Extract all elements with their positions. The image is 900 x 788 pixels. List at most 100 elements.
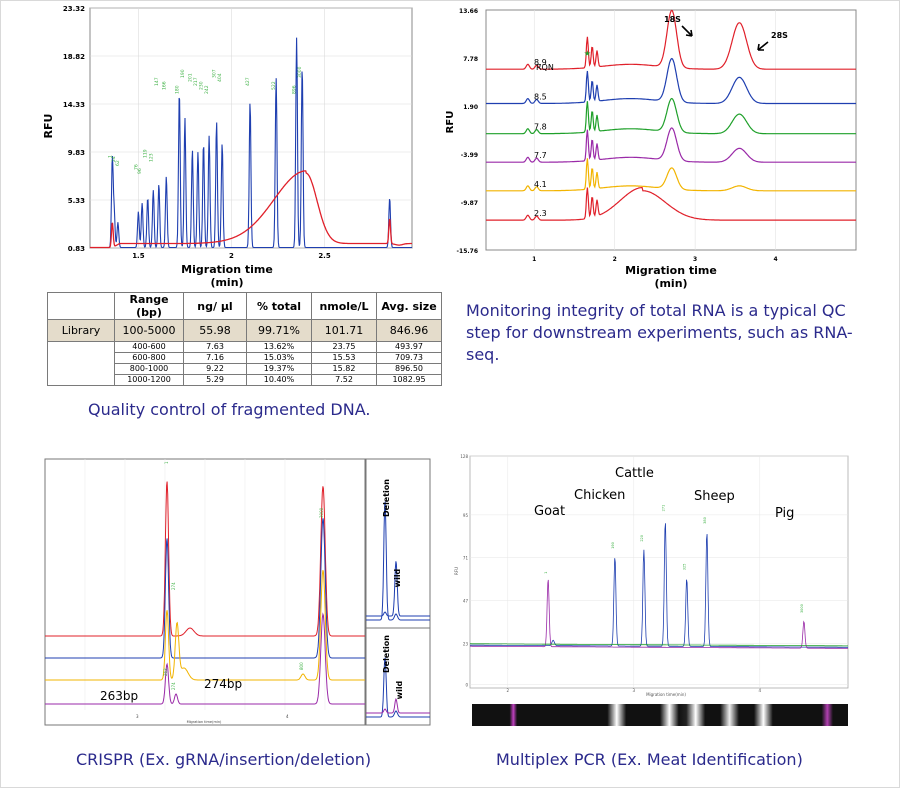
table-row: 1000-1200 5.29 10.40% 7.52 1082.95: [48, 374, 442, 386]
table-row: Library 100-5000 55.98 99.71% 101.71 846…: [47, 319, 442, 342]
annotation-cattle: Cattle: [615, 466, 654, 481]
y-tick-label: -3.99: [461, 152, 478, 159]
table-cell: 101.71: [311, 319, 377, 342]
inset-label-deletion: Deletion: [382, 635, 391, 673]
series-line: [486, 158, 856, 192]
peak-label: 896: [292, 85, 298, 94]
table-cell: 9.22: [183, 363, 247, 375]
peak-label: 274: [171, 582, 176, 590]
arrow-28s-icon: [757, 41, 769, 51]
peak-label: 325: [683, 564, 687, 571]
peak-label: 800: [299, 662, 304, 670]
table-cell: 10.40%: [246, 374, 312, 386]
peak-label: 180: [174, 85, 180, 94]
table-cell: 600-800: [114, 352, 184, 364]
annotation-chicken: Chicken: [574, 488, 625, 503]
x-axis-label-line1: Migration time: [181, 263, 273, 276]
rqn-header: RQN: [536, 63, 554, 72]
dna-summary-table: Range (bp) ng/ µl % total nmole/L Avg. s…: [47, 292, 442, 386]
table-cell: 5.29: [183, 374, 247, 386]
x-tick-label: 2: [613, 256, 617, 263]
table-cell: 1082.95: [376, 374, 442, 386]
table-header-cell: % total: [246, 292, 312, 320]
y-tick-label: 14.33: [63, 101, 85, 109]
table-cell: Library: [47, 319, 115, 342]
peak-label: 274: [171, 682, 176, 690]
y-axis-label: RFU: [42, 114, 55, 139]
y-tick-label: 95: [463, 513, 469, 518]
x-axis-label-line2: (min): [654, 277, 687, 290]
gel-lane-image: [472, 704, 848, 726]
caption-multiplex: Multiplex PCR (Ex. Meat Identification): [496, 750, 803, 769]
table-cell: [47, 341, 115, 386]
x-axis-label-line1: Migration time: [625, 264, 717, 277]
peak-label: 1: [107, 155, 113, 158]
table-row: 800-1000 9.22 19.37% 15.82 896.50: [48, 363, 442, 375]
series-line: [486, 186, 856, 221]
plot-area: [485, 9, 857, 251]
peak-label: 24: [111, 156, 117, 162]
table-cell: 7.52: [311, 374, 377, 386]
y-tick-label: 128: [460, 454, 468, 459]
gel-lane: [472, 704, 848, 726]
y-tick-label: -15.76: [457, 248, 478, 255]
y-tick-label: 0.83: [68, 245, 85, 253]
table-row: 400-600 7.63 13.62% 23.75 493.97: [47, 341, 442, 386]
inset-series-line: [366, 501, 430, 621]
x-axis-label: Migration time(min): [646, 692, 686, 697]
marker-star-icon: ★: [584, 49, 591, 58]
table-header-cell: Range (bp): [114, 292, 184, 320]
series-line: [486, 97, 856, 135]
caption-dna: Quality control of fragmented DNA.: [88, 400, 371, 419]
rqn-label: 7.8: [534, 123, 547, 132]
peak-label: 119: [143, 149, 149, 158]
table-cell: 7.63: [183, 341, 247, 353]
caption-rna: Monitoring integrity of total RNA is a t…: [466, 301, 853, 364]
peak-label: 271: [661, 505, 665, 512]
y-tick-label: 0: [465, 682, 468, 687]
table-cell: 15.03%: [246, 352, 312, 364]
dna-electropherogram: 23.32 18.82 14.33 9.83 5.33 0.83 1.5 2 2.5 1246…: [42, 6, 413, 288]
table-cell: 1000-1200: [114, 374, 184, 386]
series-line: [470, 579, 848, 649]
y-tick-label: 5.33: [68, 197, 85, 205]
y-tick-label: 7.78: [463, 56, 478, 63]
y-tick-label: -9.87: [461, 200, 478, 207]
series-line: [45, 570, 365, 681]
plot-area: [469, 455, 849, 689]
table-cell: 13.62%: [246, 341, 312, 353]
table-cell: 19.37%: [246, 363, 312, 375]
x-tick-label: 2: [507, 688, 510, 693]
rqn-label: 4.1: [534, 180, 547, 189]
x-tick-label: 1: [532, 256, 536, 263]
rqn-label: 2.3: [534, 209, 547, 218]
inset-series-line: [366, 697, 430, 714]
x-tick-label: 4: [759, 688, 762, 693]
peak-label: 230: [199, 81, 205, 90]
y-axis-label: RFU: [454, 567, 459, 575]
inset-label-wild: wild: [393, 568, 402, 587]
peak-label: 404: [217, 73, 223, 82]
inset-series-line: [366, 657, 430, 718]
table-header-cell: ng/ µl: [183, 292, 247, 320]
rna-electropherogram: 13.66 7.78 1.90 -3.99 -9.87 -15.76 1 2 3 4 8.9 8.…: [445, 8, 857, 290]
y-tick-label: 23.32: [63, 6, 85, 13]
y-tick-label: 47: [463, 599, 469, 604]
crispr-electropherogram: 1 274 3000 800 263 274 274bp 263bp 3 4 Migrat…: [44, 458, 431, 726]
y-tick-label: 13.66: [459, 8, 478, 15]
peak-label: 3000: [297, 66, 303, 78]
peak-label: 3000: [319, 507, 324, 518]
x-tick-label: 3: [693, 256, 697, 263]
table-cell: 55.98: [183, 319, 247, 342]
inset-series-line: [366, 561, 430, 617]
x-tick-label: 1.5: [132, 252, 145, 260]
y-tick-label: 71: [463, 556, 469, 561]
series-line: [470, 523, 848, 648]
annotation-sheep: Sheep: [694, 489, 735, 504]
arrow-18s-icon: [681, 25, 693, 37]
table-cell: 400-600: [114, 341, 184, 353]
table-cell: 896.50: [376, 363, 442, 375]
x-axis-label: Migration time(min): [187, 720, 222, 724]
table-cell: 7.16: [183, 352, 247, 364]
